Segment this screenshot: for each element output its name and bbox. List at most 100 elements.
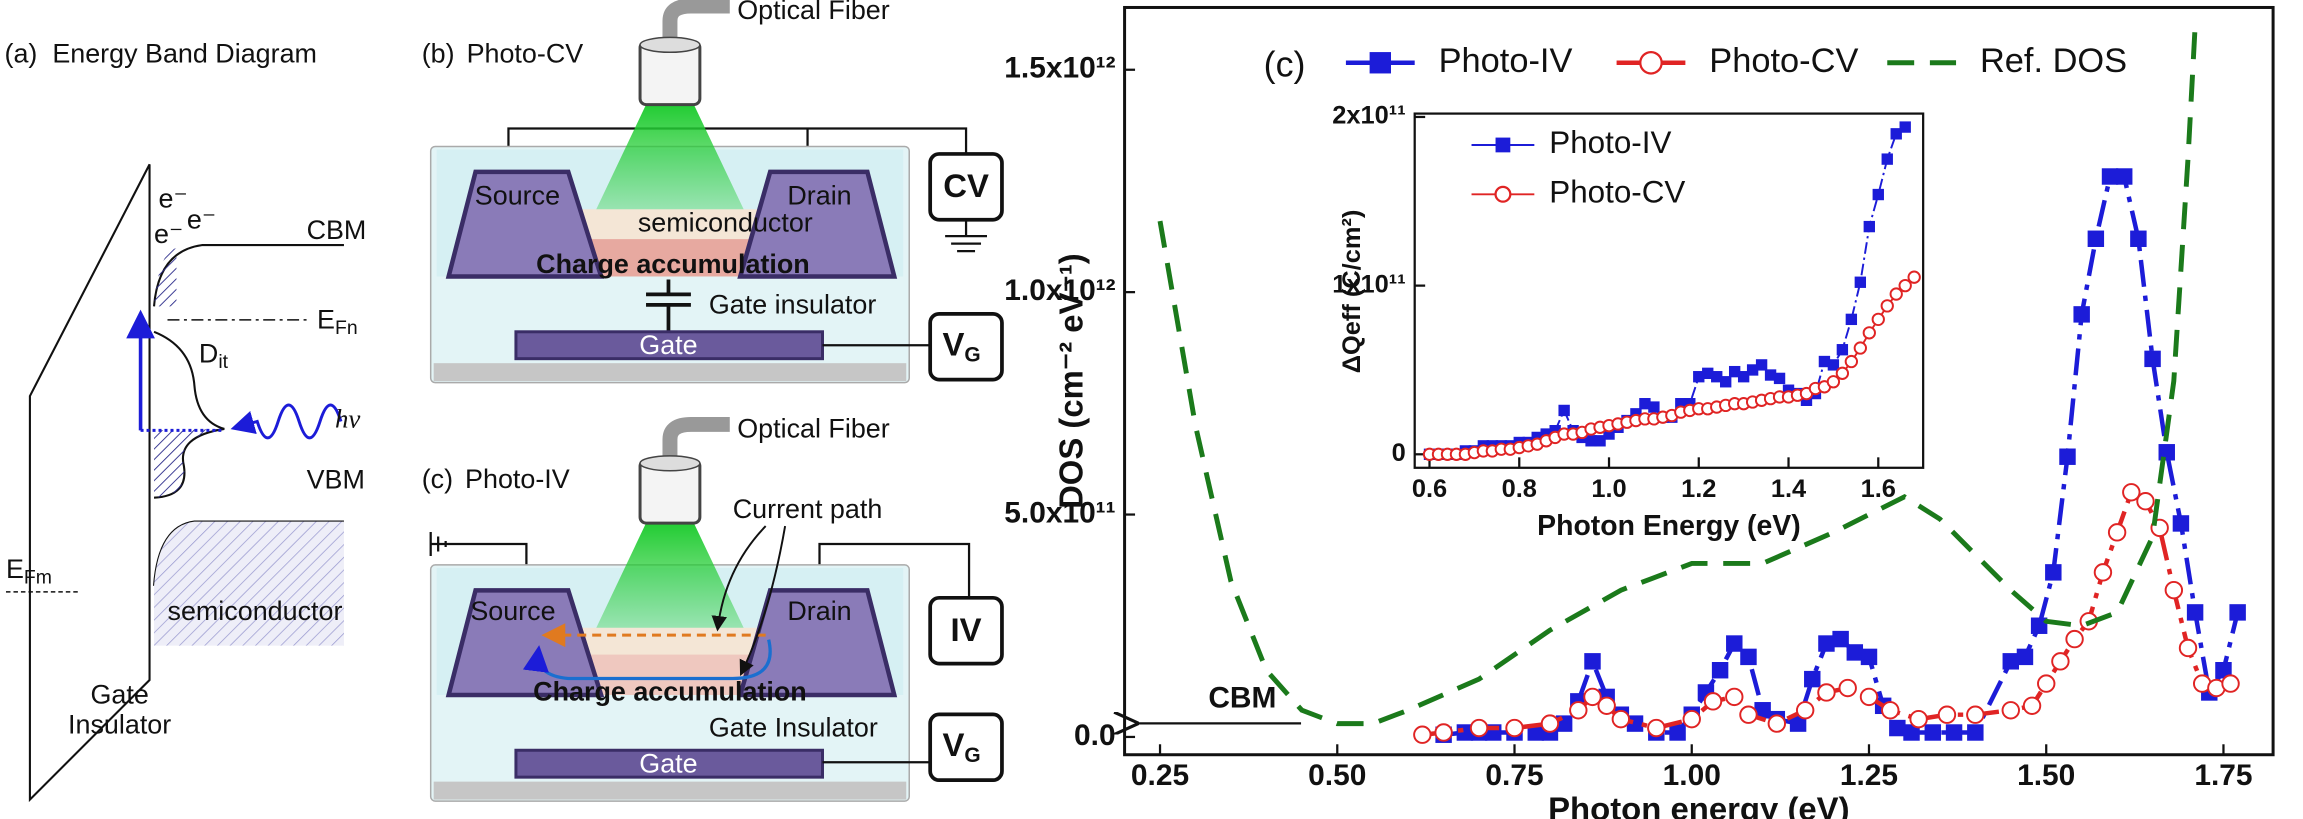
electron-label: e⁻ xyxy=(187,204,216,234)
marker xyxy=(1549,425,1561,437)
marker xyxy=(2172,515,2190,532)
diagram-shape xyxy=(928,712,1004,783)
marker xyxy=(1853,341,1867,355)
marker xyxy=(2016,648,2034,666)
y-tick-label: 2x10¹¹ xyxy=(1332,102,1405,130)
marker xyxy=(2051,652,2070,671)
x-tick-label: 1.25 xyxy=(1840,759,1898,792)
diagram-shape xyxy=(154,428,225,498)
marker xyxy=(1720,376,1732,388)
y-tick-label: 0.0 xyxy=(1074,719,1116,752)
x-tick-label: 1.6 xyxy=(1861,475,1896,503)
panel-a: (a) Energy Band Diagram e⁻ e⁻ e⁻ CBM EFn … xyxy=(4,38,366,803)
marker xyxy=(1872,188,1884,201)
marker xyxy=(1899,121,1911,133)
marker xyxy=(1630,408,1642,420)
marker xyxy=(1836,344,1849,356)
marker xyxy=(1434,723,1453,742)
marker xyxy=(1859,687,1879,707)
marker xyxy=(1611,709,1631,729)
legend-label: Ref. DOS xyxy=(1980,42,2127,80)
marker xyxy=(1854,276,1867,288)
marker xyxy=(2093,563,2113,582)
x-axis-label: Photon energy (eV) xyxy=(1548,790,1849,819)
x-axis-label: Photon Energy (eV) xyxy=(1537,510,1801,542)
marker xyxy=(1569,701,1588,720)
label: (a) Energy Band Diagram xyxy=(4,38,316,68)
marker xyxy=(2178,638,2198,658)
legend-label: Photo-CV xyxy=(1549,175,1685,210)
vbm-label: VBM xyxy=(307,464,365,494)
marker xyxy=(1881,153,1893,165)
drain-label: Drain xyxy=(787,180,851,210)
efn-subscript: Fn xyxy=(335,317,358,339)
legend-marker xyxy=(1369,52,1391,74)
marker xyxy=(1898,278,1912,293)
marker xyxy=(1754,702,1771,719)
x-tick-label: 1.00 xyxy=(1663,759,1721,792)
marker xyxy=(2186,604,2204,621)
marker xyxy=(1846,644,1864,661)
insulator-label: Gate insulator xyxy=(709,289,877,319)
marker xyxy=(2107,523,2127,542)
marker xyxy=(1782,384,1795,396)
vg-label: V xyxy=(942,726,964,763)
x-tick-label: 0.8 xyxy=(1502,475,1537,503)
insulator-label: Gate xyxy=(90,680,148,710)
marker xyxy=(1725,687,1744,707)
diagram-shape xyxy=(433,781,907,800)
vg-subscript: G xyxy=(964,343,980,366)
diagram-shape xyxy=(589,104,751,225)
marker xyxy=(1903,724,1920,741)
marker xyxy=(1648,401,1660,413)
marker xyxy=(2215,662,2232,679)
marker xyxy=(1703,692,1723,711)
marker xyxy=(1773,372,1786,385)
marker xyxy=(2001,701,2020,720)
marker xyxy=(1937,705,1957,724)
marker xyxy=(1909,709,1928,729)
marker xyxy=(1527,724,1545,741)
marker xyxy=(2229,604,2246,621)
marker xyxy=(1862,326,1876,340)
axes-frame xyxy=(1123,5,2275,757)
label: VG xyxy=(942,726,980,767)
plot-area xyxy=(1414,113,1924,468)
annotation: CBM xyxy=(1208,681,1276,714)
diagram-shape xyxy=(646,279,691,332)
drain-label: Drain xyxy=(787,596,851,626)
series-line xyxy=(1157,25,2198,727)
accumulation-label: Charge accumulation xyxy=(533,677,807,707)
marker xyxy=(1583,687,1602,707)
insulator-label: Insulator xyxy=(68,709,171,739)
diagram-shape xyxy=(928,311,1004,382)
x-tick-label: 1.4 xyxy=(1771,475,1806,503)
semiconductor-label: semiconductor xyxy=(638,207,813,237)
x-tick-label: 0.50 xyxy=(1308,759,1366,792)
diagram-shape xyxy=(662,0,730,39)
photon-label: hν xyxy=(335,404,360,434)
panel-label: (b) xyxy=(422,38,455,68)
marker xyxy=(1795,701,1815,720)
marker xyxy=(1505,718,1524,738)
marker xyxy=(1789,715,1807,732)
marker xyxy=(2022,696,2042,715)
insulator-label: Gate Insulator xyxy=(709,712,878,742)
marker xyxy=(1889,287,1903,301)
label: (b) Photo-CV xyxy=(422,38,584,68)
diagram-shape xyxy=(945,219,987,253)
marker xyxy=(1682,709,1701,729)
marker xyxy=(2065,629,2084,649)
marker xyxy=(1585,435,1597,447)
panel-c: (c) Photo-IV Optical Fiber Source Drain C… xyxy=(422,414,1004,802)
fiber-label: Optical Fiber xyxy=(737,0,890,25)
source-label: Source xyxy=(470,596,555,626)
marker xyxy=(1871,312,1885,327)
marker xyxy=(1702,367,1714,380)
marker xyxy=(1800,394,1813,406)
vg-subscript: G xyxy=(964,744,980,767)
panel-label: (a) xyxy=(4,38,37,68)
marker xyxy=(2115,168,2133,185)
gate-label: Gate xyxy=(639,330,697,360)
